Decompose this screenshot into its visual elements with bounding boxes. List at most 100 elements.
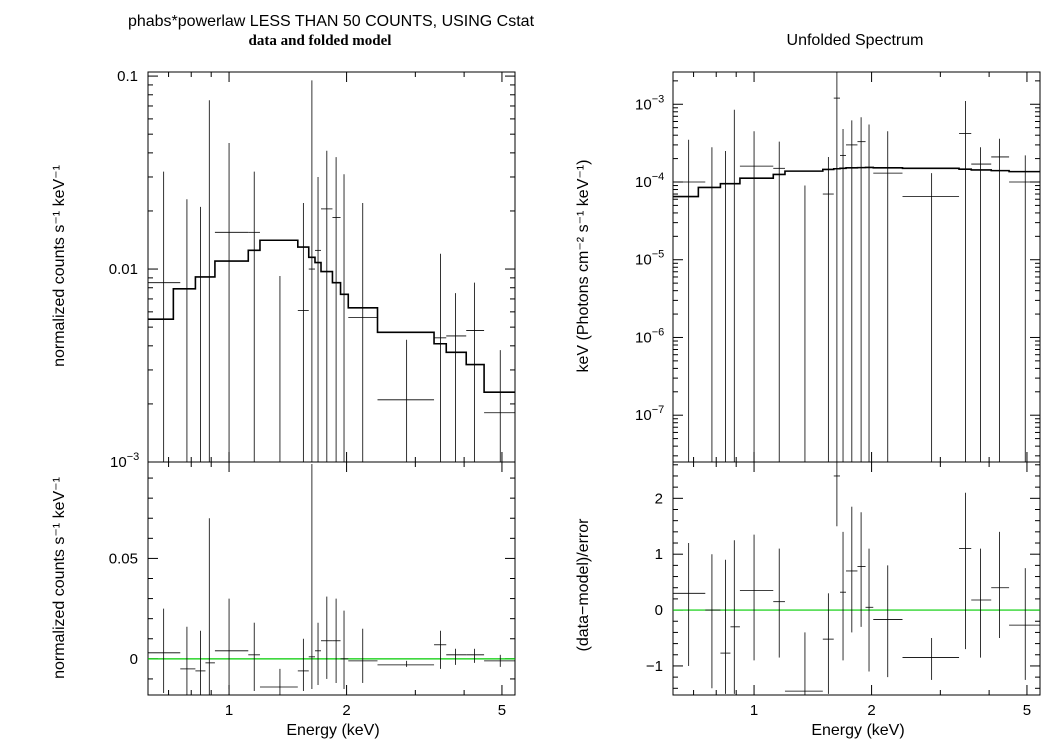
right-top-data-point: [739, 131, 774, 462]
left-top-data-point: [308, 80, 315, 462]
right-top-data-point: [833, 72, 840, 462]
right-top-data-point: [705, 147, 721, 462]
right-bottom-y-tick-label: −1: [646, 658, 663, 675]
left-bottom-data-point: [348, 628, 378, 683]
right-bottom-data-point: [673, 543, 706, 666]
left-top-data-point: [434, 253, 447, 462]
right-top-data-point: [773, 141, 785, 462]
left-bottom-plot-area: [148, 464, 515, 695]
right-bottom-x-tick-label: 1: [750, 702, 758, 719]
right-bottom-y-tick-label: 1: [655, 546, 663, 563]
left-top-data-point: [314, 176, 322, 462]
left-top-data-point: [340, 174, 349, 462]
right-top-data-point: [720, 151, 731, 462]
left-bottom-data-point: [259, 668, 298, 695]
left-bottom-data-point: [195, 630, 206, 695]
left-bottom-data-point: [308, 464, 315, 689]
right-bottom-data-point: [991, 531, 1010, 639]
right-bottom-y-tick-label: 2: [655, 490, 663, 507]
right-top-y-tick-label: 10−6: [635, 326, 664, 346]
right-top-data-point: [839, 129, 847, 462]
left-top-data-point: [180, 199, 196, 462]
right-bottom-data-point: [873, 565, 903, 678]
right-bottom-data-point: [784, 632, 823, 695]
right-bottom-data-point: [833, 462, 840, 527]
left-top-y-tick-label: 10−3: [110, 451, 139, 471]
left-top-y-label: normalized counts s⁻¹ keV⁻¹: [51, 165, 68, 367]
right-top-data-point: [865, 124, 874, 462]
right-title: Unfolded Spectrum: [787, 32, 924, 49]
right-top-plot-area: [673, 72, 1040, 462]
right-top-data-point: [730, 109, 740, 462]
left-top-data-point: [248, 171, 260, 462]
right-top-panel: 10−3 10−4 10−5 10−6 10−7: [635, 71, 1041, 463]
left-bottom-x-tick-label: 1: [225, 702, 233, 719]
right-bottom-data-point: [730, 540, 740, 694]
left-title: phabs*powerlaw LESS THAN 50 COUNTS, USIN…: [128, 13, 535, 30]
right-top-data-point: [784, 185, 823, 462]
left-bottom-data-point: [321, 596, 333, 679]
left-bottom-data-point: [377, 660, 435, 667]
left-top-plot-area: [148, 80, 515, 462]
left-bottom-data-point: [434, 630, 447, 669]
right-bottom-data-point: [1009, 568, 1040, 680]
left-bottom-data-point: [466, 648, 485, 663]
left-top-data-point: [214, 143, 249, 462]
left-bottom-panel: 1 2 5 0.05 0: [109, 461, 516, 719]
right-top-data-point: [673, 139, 706, 462]
left-bottom-data-point: [332, 598, 341, 683]
right-bottom-data-point: [902, 638, 960, 680]
right-bottom-data-point: [839, 531, 847, 661]
left-top-data-point: [297, 202, 309, 462]
right-bottom-y-label: (data−model)/error: [575, 518, 592, 652]
left-bottom-y-tick-label: 0.05: [109, 550, 138, 567]
right-top-data-point: [991, 138, 1010, 462]
right-top-data-point: [971, 147, 992, 462]
left-top-frame: [147, 71, 516, 463]
right-bottom-panel: 1 2 5 2 1 0 −1: [646, 461, 1041, 719]
left-bottom-data-point: [446, 648, 467, 665]
left-top-data-point: [484, 350, 515, 462]
right-bottom-plot-area: [673, 462, 1040, 695]
right-top-y-tick-label: 10−7: [635, 404, 664, 424]
right-top-data-point: [822, 156, 834, 462]
right-top-y-label: keV (Photons cm⁻² s⁻¹ keV⁻¹): [575, 160, 592, 373]
left-top-data-point: [348, 202, 378, 462]
left-bottom-y-label: normalized counts s⁻¹ keV⁻¹: [51, 477, 68, 679]
right-bottom-x-tick-label: 2: [867, 702, 875, 719]
right-bottom-data-point: [865, 548, 874, 672]
right-top-frame: [672, 71, 1041, 463]
left-top-data-point: [321, 150, 333, 462]
left-top-y-tick-label: 0.01: [109, 261, 138, 278]
right-bottom-data-point: [739, 534, 774, 661]
left-top-model-line: [148, 239, 515, 394]
left-bottom-data-point: [340, 610, 349, 689]
left-top-data-point: [205, 100, 215, 462]
left-bottom-data-point: [314, 622, 322, 685]
right-top-data-point: [873, 131, 903, 462]
left-subtitle: data and folded model: [249, 33, 392, 49]
right-bottom-frame: [672, 461, 1041, 696]
left-bottom-data-point: [148, 608, 181, 693]
left-top-data-point: [259, 276, 298, 462]
right-bottom-data-point: [773, 548, 785, 658]
left-bottom-data-point: [180, 626, 196, 695]
left-top-y-tick-label: 0.1: [117, 68, 138, 85]
right-bottom-data-point: [959, 492, 972, 650]
right-bottom-data-point: [720, 559, 731, 694]
left-top-data-point: [195, 206, 206, 462]
left-top-data-point: [148, 171, 181, 462]
left-top-data-point: [377, 339, 435, 462]
left-bottom-data-point: [205, 518, 215, 695]
left-bottom-data-point: [484, 654, 515, 667]
right-top-data-point: [959, 101, 972, 462]
right-top-data-point: [857, 117, 866, 462]
right-bottom-data-point: [846, 506, 858, 633]
left-bottom-frame: [147, 461, 516, 696]
right-bottom-data-point: [857, 512, 866, 627]
left-bottom-data-point: [297, 638, 309, 691]
left-top-data-point: [466, 282, 485, 462]
right-top-data-point: [902, 173, 960, 462]
right-bottom-y-tick-label: 0: [655, 602, 663, 619]
